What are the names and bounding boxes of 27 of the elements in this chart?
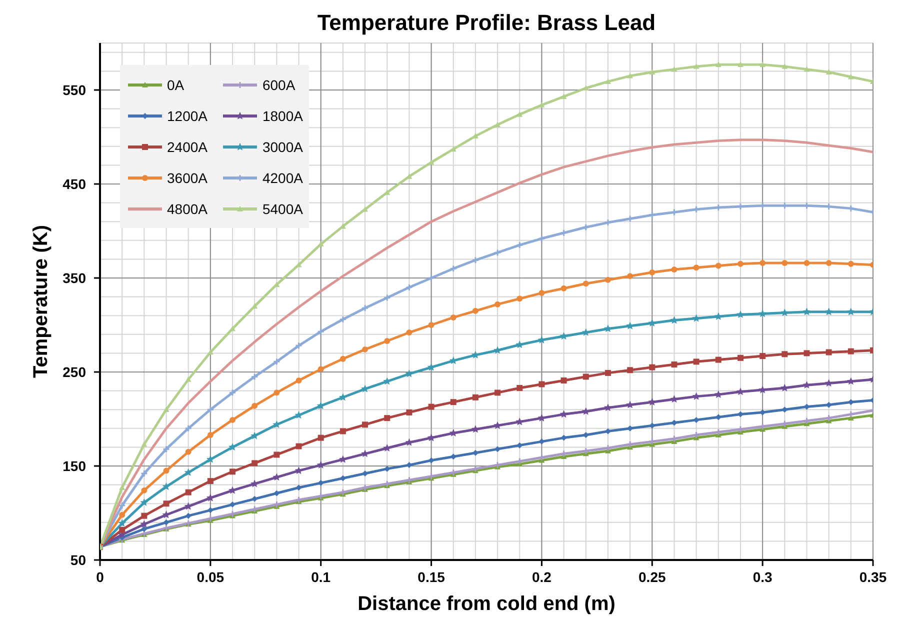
y-tick-label: 50 <box>70 552 86 568</box>
legend-label: 0A <box>167 76 184 92</box>
legend-label: 4200A <box>262 170 303 186</box>
y-tick-label: 450 <box>62 176 86 192</box>
legend-label: 1200A <box>167 108 208 124</box>
legend-label: 3600A <box>167 170 208 186</box>
x-tick-label: 0.3 <box>752 569 773 585</box>
y-tick-label: 150 <box>62 458 86 474</box>
x-tick-label: 0.15 <box>418 569 446 585</box>
y-tick-label: 350 <box>62 270 86 286</box>
x-tick-label: 0.05 <box>196 569 224 585</box>
y-axis-title: Temperature (K) <box>30 225 52 378</box>
x-tick-label: 0.1 <box>311 569 331 585</box>
chart-title: Temperature Profile: Brass Lead <box>316 10 657 36</box>
x-axis-title: Distance from cold end (m) <box>358 593 616 616</box>
legend-label: 3000A <box>262 138 303 154</box>
legend-label: 4800A <box>167 200 208 216</box>
legend-label: 2400A <box>167 138 208 154</box>
legend-label: 1800A <box>262 108 303 124</box>
legend-label: 5400A <box>262 200 303 216</box>
x-tick-label: 0.25 <box>638 569 666 585</box>
x-tick-label: 0 <box>96 569 104 585</box>
x-tick-label: 0.35 <box>859 569 887 585</box>
y-tick-label: 250 <box>62 364 86 380</box>
y-tick-label: 550 <box>62 82 86 98</box>
legend-label: 600A <box>262 76 296 92</box>
x-tick-label: 0.2 <box>532 569 552 585</box>
